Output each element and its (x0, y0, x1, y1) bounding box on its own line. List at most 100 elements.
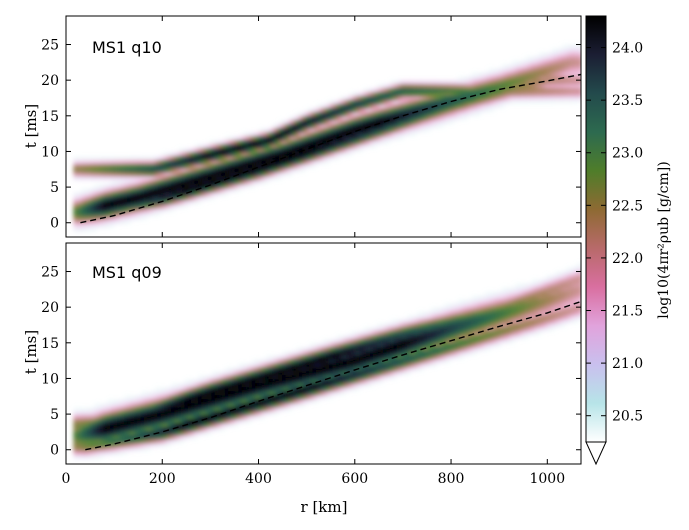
heatmap-cell (80, 419, 85, 424)
heatmap-cell (184, 184, 189, 189)
heatmap-cell (531, 299, 536, 304)
heatmap-cell (140, 196, 145, 201)
heatmap-cell (167, 419, 172, 424)
heatmap-cell (322, 152, 327, 157)
heatmap-cell (376, 84, 381, 89)
heatmap-cell (578, 84, 581, 89)
heatmap-cell (231, 140, 236, 145)
heatmap-cell (474, 100, 479, 105)
heatmap-cell (113, 451, 118, 456)
heatmap-cell (224, 407, 229, 412)
heatmap-cell (90, 455, 95, 460)
heatmap-cell (211, 180, 216, 185)
heatmap-cell (430, 331, 435, 336)
heatmap-cell (561, 100, 566, 105)
heatmap-cell (211, 387, 216, 392)
heatmap-cell (144, 439, 149, 444)
x-tick-label: 200 (149, 471, 176, 487)
heatmap-cell (561, 92, 566, 97)
heatmap-cell (93, 407, 98, 412)
heatmap-cell (352, 100, 358, 105)
heatmap-cell (80, 208, 85, 213)
heatmap-cell (544, 287, 550, 292)
heatmap-cell (568, 48, 573, 53)
heatmap-cell (228, 136, 233, 141)
heatmap-cell (379, 136, 384, 141)
heatmap-cell (265, 180, 270, 185)
heatmap-cell (342, 100, 347, 105)
heatmap-cell (170, 395, 176, 400)
heatmap-cell (356, 144, 361, 149)
heatmap-cell (528, 307, 533, 312)
heatmap-cell (578, 299, 581, 304)
heatmap-cell (187, 164, 192, 169)
heatmap-cell (238, 176, 243, 181)
heatmap-cell (393, 371, 398, 376)
heatmap-cell (106, 212, 112, 217)
heatmap-cell (248, 379, 253, 384)
heatmap-cell (234, 423, 240, 428)
heatmap-cell (130, 423, 135, 428)
heatmap-cell (288, 395, 293, 400)
heatmap-cell (322, 387, 327, 392)
heatmap-cell (96, 168, 101, 173)
heatmap-cell (167, 443, 172, 448)
heatmap-cell (548, 88, 553, 93)
heatmap-cell (103, 196, 108, 201)
heatmap-cell (430, 92, 435, 97)
heatmap-cell (106, 216, 112, 221)
heatmap-cell (96, 224, 101, 229)
heatmap-cell (393, 100, 398, 105)
heatmap-cell (389, 112, 395, 117)
heatmap-cell (248, 411, 253, 416)
heatmap-cell (565, 88, 570, 93)
heatmap-cell (433, 92, 438, 97)
heatmap-cell (453, 315, 459, 320)
heatmap-cell (154, 387, 159, 392)
heatmap-cell (336, 375, 341, 380)
heatmap-cell (234, 148, 240, 153)
heatmap-cell (457, 80, 462, 85)
heatmap-cell (474, 347, 479, 352)
heatmap-cell (208, 431, 213, 436)
heatmap-cell (504, 339, 509, 344)
heatmap-cell (238, 391, 243, 396)
heatmap-cell (369, 359, 374, 364)
heatmap-cell (224, 379, 229, 384)
heatmap-cell (319, 371, 324, 376)
heatmap-cell (231, 160, 236, 165)
heatmap-cell (295, 347, 300, 352)
heatmap-cell (329, 367, 334, 372)
heatmap-cell (363, 379, 368, 384)
heatmap-cell (137, 200, 142, 205)
heatmap-cell (278, 140, 283, 145)
heatmap-cell (302, 395, 307, 400)
heatmap-cell (400, 343, 405, 348)
heatmap-cell (329, 347, 334, 352)
heatmap-cell (548, 56, 553, 61)
heatmap-cell (534, 327, 539, 332)
heatmap-cell (120, 423, 125, 428)
heatmap-cell (144, 395, 149, 400)
heatmap-cell (144, 415, 149, 420)
heatmap-cell (474, 331, 479, 336)
heatmap-cell (191, 379, 196, 384)
heatmap-cell (285, 124, 290, 129)
heatmap-cell (332, 120, 337, 125)
heatmap-cell (393, 136, 398, 141)
heatmap-cell (561, 56, 566, 61)
heatmap-cell (103, 200, 108, 205)
heatmap-cell (427, 128, 432, 133)
heatmap-cell (420, 323, 425, 328)
heatmap-cell (517, 303, 523, 308)
heatmap-cell (133, 216, 139, 221)
heatmap-cell (130, 172, 135, 177)
heatmap-cell (181, 160, 186, 165)
heatmap-cell (140, 431, 145, 436)
heatmap-cell (329, 351, 334, 356)
heatmap-cell (214, 419, 219, 424)
heatmap-cell (302, 132, 307, 137)
heatmap-cell (521, 303, 526, 308)
heatmap-cell (319, 116, 324, 121)
